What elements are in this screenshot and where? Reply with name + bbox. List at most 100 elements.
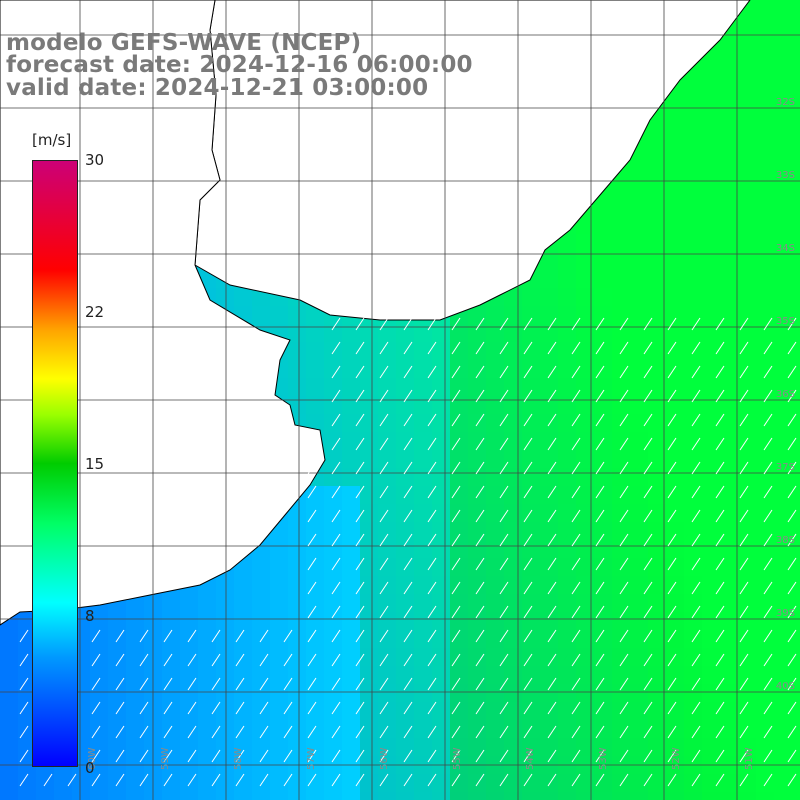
sea-cell	[486, 612, 504, 630]
wind-arrow	[739, 701, 749, 715]
wind-arrow	[715, 581, 725, 595]
sea-cell	[306, 504, 324, 522]
sea-cell	[558, 360, 576, 378]
sea-cell	[540, 450, 558, 468]
wind-arrow	[523, 725, 533, 739]
sea-cell	[450, 504, 468, 522]
sea-cell	[378, 666, 396, 684]
wind-arrow	[619, 749, 629, 763]
wind-arrow	[571, 653, 581, 667]
wind-arrow	[787, 413, 797, 427]
wind-arrow	[715, 461, 725, 475]
sea-cell	[252, 576, 270, 594]
wind-arrow	[691, 725, 701, 739]
sea-cell	[774, 540, 792, 558]
sea-cell	[630, 360, 648, 378]
sea-cell	[684, 126, 702, 144]
sea-cell	[720, 108, 738, 126]
sea-cell	[738, 558, 756, 576]
sea-cell	[792, 486, 800, 504]
wind-arrow	[19, 701, 29, 715]
wind-arrow	[787, 341, 797, 355]
wind-arrow	[379, 413, 389, 427]
sea-cell	[756, 36, 774, 54]
sea-cell	[396, 594, 414, 612]
wind-arrow	[739, 725, 749, 739]
sea-cell	[198, 648, 216, 666]
wind-arrow	[715, 605, 725, 619]
sea-cell	[288, 702, 306, 720]
wind-arrow	[691, 581, 701, 595]
sea-cell	[378, 432, 396, 450]
sea-cell	[540, 378, 558, 396]
wind-arrow	[403, 677, 413, 691]
sea-cell	[396, 504, 414, 522]
sea-cell	[738, 486, 756, 504]
sea-cell	[486, 738, 504, 756]
sea-cell	[360, 522, 378, 540]
sea-cell	[792, 288, 800, 306]
sea-cell	[756, 540, 774, 558]
sea-cell	[684, 90, 702, 108]
sea-cell	[756, 468, 774, 486]
sea-cell	[378, 738, 396, 756]
wind-arrow	[667, 749, 677, 763]
wind-arrow	[331, 533, 341, 547]
wind-arrow	[691, 485, 701, 499]
sea-cell	[576, 414, 594, 432]
sea-cell	[90, 792, 108, 800]
sea-cell	[720, 288, 738, 306]
sea-cell	[342, 450, 360, 468]
sea-cell	[450, 684, 468, 702]
wind-arrow	[595, 629, 605, 643]
sea-cell	[738, 414, 756, 432]
sea-cell	[378, 360, 396, 378]
wind-arrow	[499, 485, 509, 499]
sea-cell	[432, 486, 450, 504]
sea-cell	[342, 504, 360, 522]
sea-cell	[198, 594, 216, 612]
sea-cell	[450, 558, 468, 576]
sea-cell	[342, 702, 360, 720]
sea-cell	[738, 774, 756, 792]
sea-cell	[666, 558, 684, 576]
wind-arrow	[451, 629, 461, 643]
sea-cell	[612, 648, 630, 666]
wind-arrow	[787, 725, 797, 739]
sea-cell	[702, 558, 720, 576]
sea-cell	[684, 612, 702, 630]
sea-cell	[54, 774, 72, 792]
sea-cell	[522, 342, 540, 360]
wind-arrow	[523, 581, 533, 595]
sea-cell	[666, 486, 684, 504]
sea-cell	[252, 558, 270, 576]
sea-cell	[702, 234, 720, 252]
sea-cell	[378, 324, 396, 342]
sea-cell	[432, 414, 450, 432]
wind-arrow	[331, 437, 341, 451]
wind-arrow	[307, 557, 317, 571]
sea-cell	[504, 612, 522, 630]
sea-cell	[648, 738, 666, 756]
sea-cell	[0, 648, 18, 666]
sea-cell	[720, 324, 738, 342]
sea-cell	[684, 522, 702, 540]
sea-cell	[90, 720, 108, 738]
wind-arrow	[355, 629, 365, 643]
lat-label: 38S	[776, 535, 795, 546]
sea-cell	[576, 360, 594, 378]
wind-arrow	[259, 629, 269, 643]
sea-cell	[738, 306, 756, 324]
wind-arrow	[691, 389, 701, 403]
sea-cell	[630, 720, 648, 738]
sea-cell	[0, 738, 18, 756]
wind-arrow	[427, 677, 437, 691]
sea-cell	[252, 666, 270, 684]
wind-arrow	[619, 773, 629, 787]
sea-cell	[18, 666, 36, 684]
wind-arrow	[475, 437, 485, 451]
sea-cell	[756, 432, 774, 450]
sea-cell	[540, 558, 558, 576]
wind-arrow	[19, 677, 29, 691]
sea-cell	[648, 630, 666, 648]
